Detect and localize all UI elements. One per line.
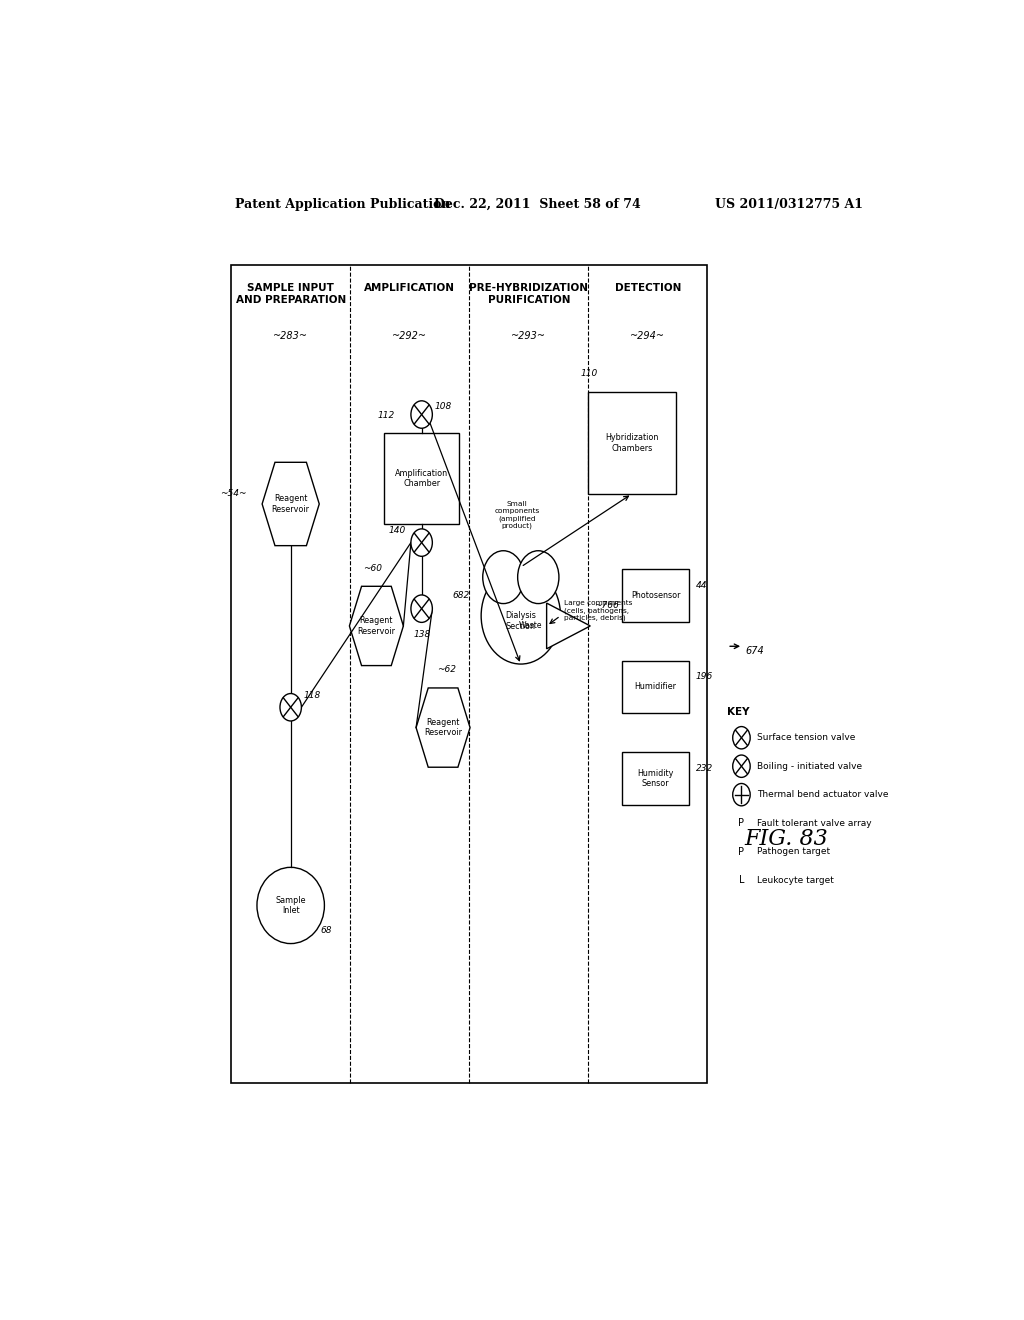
Text: Boiling - initiated valve: Boiling - initiated valve — [758, 762, 862, 771]
Text: 110: 110 — [581, 370, 598, 379]
Text: Small
components
(amplified
product): Small components (amplified product) — [495, 502, 540, 529]
Circle shape — [280, 693, 301, 721]
Ellipse shape — [482, 550, 524, 603]
Text: US 2011/0312775 A1: US 2011/0312775 A1 — [715, 198, 863, 211]
Bar — [622, 752, 689, 805]
Text: Large components
(cells, pathogens,
particles, debris): Large components (cells, pathogens, part… — [564, 601, 633, 622]
Text: 108: 108 — [434, 401, 452, 411]
Text: Reagent
Reservoir: Reagent Reservoir — [357, 616, 395, 636]
Text: Surface tension valve: Surface tension valve — [758, 733, 856, 742]
Text: DETECTION: DETECTION — [614, 284, 681, 293]
Ellipse shape — [257, 867, 325, 944]
Text: 140: 140 — [388, 525, 406, 535]
Polygon shape — [416, 688, 470, 767]
Text: SAMPLE INPUT
AND PREPARATION: SAMPLE INPUT AND PREPARATION — [236, 284, 346, 305]
Ellipse shape — [481, 568, 560, 664]
Text: Waste: Waste — [519, 622, 543, 631]
Circle shape — [411, 529, 432, 556]
Circle shape — [411, 595, 432, 623]
Bar — [231, 265, 708, 1084]
Text: 232: 232 — [696, 764, 713, 772]
Text: Dialysis
Section: Dialysis Section — [506, 611, 537, 631]
Circle shape — [733, 726, 751, 748]
Text: ~62: ~62 — [437, 665, 457, 675]
Ellipse shape — [518, 550, 559, 603]
Bar — [622, 660, 689, 713]
Text: Humidity
Sensor: Humidity Sensor — [638, 768, 674, 788]
Text: Dec. 22, 2011  Sheet 58 of 74: Dec. 22, 2011 Sheet 58 of 74 — [433, 198, 640, 211]
Text: 112: 112 — [378, 411, 395, 420]
Text: Fault tolerant valve array: Fault tolerant valve array — [758, 818, 872, 828]
Bar — [588, 392, 676, 494]
Text: P: P — [738, 818, 744, 828]
Text: L: L — [738, 875, 744, 884]
Circle shape — [733, 784, 751, 805]
Text: Thermal bend actuator valve: Thermal bend actuator valve — [758, 791, 889, 799]
Polygon shape — [349, 586, 403, 665]
Text: Reagent
Reservoir: Reagent Reservoir — [424, 718, 462, 738]
Text: Amplification
Chamber: Amplification Chamber — [395, 469, 449, 488]
Text: Humidifier: Humidifier — [635, 682, 677, 692]
Text: 44: 44 — [696, 581, 708, 590]
Circle shape — [733, 755, 751, 777]
Text: ~54~: ~54~ — [220, 490, 247, 499]
Bar — [622, 569, 689, 622]
Text: Reagent
Reservoir: Reagent Reservoir — [271, 494, 309, 513]
Text: Hybridization
Chambers: Hybridization Chambers — [605, 433, 658, 453]
Text: 682: 682 — [452, 591, 469, 601]
Text: 118: 118 — [303, 690, 321, 700]
Text: 138: 138 — [414, 630, 431, 639]
Text: 196: 196 — [696, 672, 713, 681]
Text: ~293~: ~293~ — [511, 331, 546, 341]
Text: ~292~: ~292~ — [392, 331, 427, 341]
Text: ~294~: ~294~ — [631, 331, 666, 341]
Text: P: P — [738, 846, 744, 857]
Text: FIG. 83: FIG. 83 — [744, 829, 828, 850]
Text: AMPLIFICATION: AMPLIFICATION — [365, 284, 456, 293]
Circle shape — [411, 401, 432, 428]
Text: ~60: ~60 — [362, 564, 382, 573]
Text: Patent Application Publication: Patent Application Publication — [236, 198, 451, 211]
Polygon shape — [262, 462, 319, 545]
Text: 68: 68 — [321, 927, 333, 936]
Text: ~766: ~766 — [594, 601, 618, 610]
Text: KEY: KEY — [727, 708, 750, 717]
Text: 674: 674 — [745, 647, 764, 656]
Text: PRE-HYBRIDIZATION
PURIFICATION: PRE-HYBRIDIZATION PURIFICATION — [469, 284, 588, 305]
Text: ~283~: ~283~ — [273, 331, 308, 341]
Text: Leukocyte target: Leukocyte target — [758, 875, 835, 884]
Bar — [384, 433, 460, 524]
Text: Sample
Inlet: Sample Inlet — [275, 896, 306, 915]
Text: Photosensor: Photosensor — [631, 591, 681, 601]
Polygon shape — [547, 603, 590, 649]
Text: Pathogen target: Pathogen target — [758, 847, 830, 857]
